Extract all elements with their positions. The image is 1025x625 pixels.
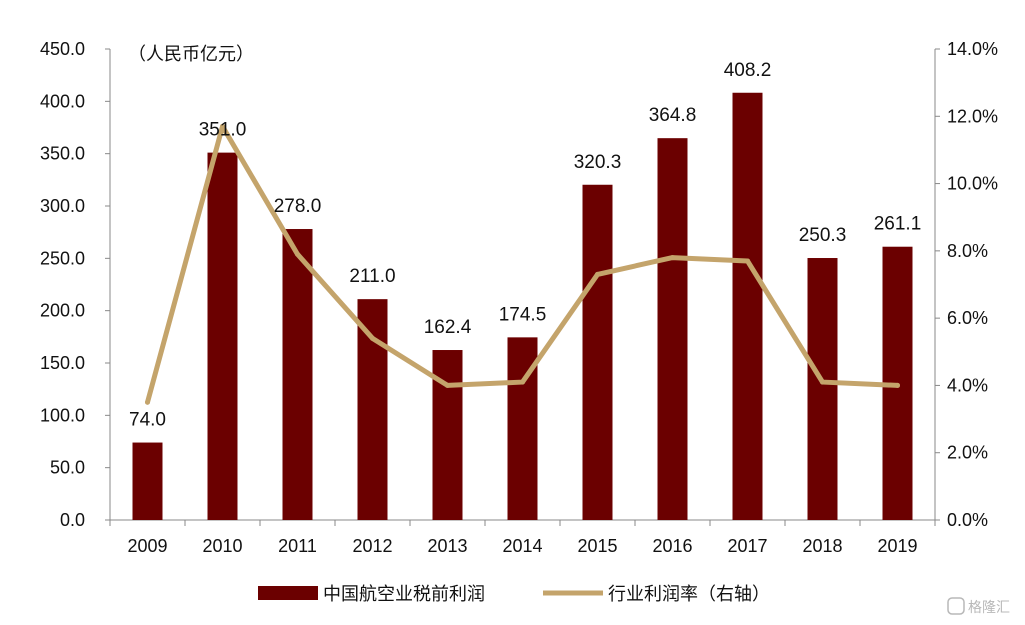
legend-bar-label: 中国航空业税前利润 xyxy=(323,584,485,605)
y-left-tick-label: 350.0 xyxy=(40,144,85,164)
line-point xyxy=(220,123,225,129)
bar-data-label: 408.2 xyxy=(724,60,772,81)
y-left-tick-label: 400.0 xyxy=(40,91,85,111)
x-tick-label: 2017 xyxy=(727,536,767,556)
bar-data-label: 261.1 xyxy=(874,214,922,235)
x-tick-label: 2012 xyxy=(352,536,392,556)
bar-series xyxy=(132,92,913,520)
bar-data-label: 250.3 xyxy=(799,225,847,246)
line-point xyxy=(520,379,525,385)
bar-data-label: 320.3 xyxy=(574,152,622,173)
bar xyxy=(282,229,313,520)
bar-data-label: 351.0 xyxy=(199,120,247,141)
x-tick-label: 2016 xyxy=(652,536,692,556)
bar xyxy=(132,442,163,520)
x-tick-label: 2011 xyxy=(278,536,317,556)
watermark-text: 格隆汇 xyxy=(968,600,1010,616)
bar xyxy=(657,138,688,520)
line-point xyxy=(820,379,825,385)
y-left-tick-label: 200.0 xyxy=(40,301,85,321)
y-right-tick-label: 8.0% xyxy=(947,241,988,261)
x-tick-label: 2009 xyxy=(127,536,167,556)
watermark-logo-icon xyxy=(947,597,965,615)
bar xyxy=(432,350,463,520)
line-point xyxy=(370,335,375,341)
line-point xyxy=(895,382,900,388)
y-left-tick-label: 100.0 xyxy=(40,405,85,425)
bar-data-label: 74.0 xyxy=(129,410,166,431)
line-point xyxy=(145,399,150,405)
x-tick-label: 2015 xyxy=(577,536,617,556)
y-left-tick-label: 50.0 xyxy=(50,458,85,478)
y-right-tick-label: 4.0% xyxy=(947,375,988,395)
legend-bar-swatch xyxy=(258,586,318,600)
data-labels: 74.0 351.0 278.0 211.0 162.4 174.5 320.3 364.8 4… xyxy=(129,60,921,431)
y-left-tick-label: 150.0 xyxy=(40,353,85,373)
y-right-tick-label: 10.0% xyxy=(947,174,998,194)
x-tick-label: 2010 xyxy=(202,536,242,556)
y-left-tick-label: 450.0 xyxy=(40,39,85,59)
y-right-tick-label: 0.0% xyxy=(947,510,988,530)
x-tick-label: 2018 xyxy=(802,536,842,556)
bar xyxy=(807,258,838,520)
line-point xyxy=(295,251,300,257)
bar-data-label: 211.0 xyxy=(349,266,395,287)
axes: 0.0 50.0 100.0 150.0 200.0 250.0 300.0 350.0 400… xyxy=(40,39,998,556)
bar-data-label: 364.8 xyxy=(649,105,697,126)
legend: 中国航空业税前利润 行业利润率（右轴） xyxy=(258,584,770,605)
x-tick-label: 2014 xyxy=(502,536,542,556)
legend-line-label: 行业利润率（右轴） xyxy=(608,584,770,605)
y-left-tick-label: 300.0 xyxy=(40,196,85,216)
bar xyxy=(732,92,763,520)
y-axis-unit-label: （人民币亿元） xyxy=(128,44,254,65)
bar-data-label: 278.0 xyxy=(274,196,322,217)
x-tick-label: 2013 xyxy=(427,536,467,556)
y-right-tick-label: 14.0% xyxy=(947,39,998,59)
y-right-tick-label: 2.0% xyxy=(947,443,988,463)
bar-data-label: 174.5 xyxy=(499,304,547,325)
line-point xyxy=(745,258,750,264)
watermark: 格隆汇 xyxy=(947,597,1010,616)
y-right-tick-label: 12.0% xyxy=(947,106,998,126)
line-point xyxy=(670,255,675,261)
bar xyxy=(582,184,613,520)
y-left-tick-label: 0.0 xyxy=(60,510,85,530)
bar xyxy=(207,152,238,520)
bar-data-label: 162.4 xyxy=(424,317,472,338)
line-point xyxy=(595,271,600,277)
y-left-tick-label: 250.0 xyxy=(40,248,85,268)
x-tick-label: 2019 xyxy=(877,536,917,556)
y-right-tick-label: 6.0% xyxy=(947,308,988,328)
line-point xyxy=(445,382,450,388)
line-series xyxy=(145,123,900,405)
bar xyxy=(357,299,388,520)
